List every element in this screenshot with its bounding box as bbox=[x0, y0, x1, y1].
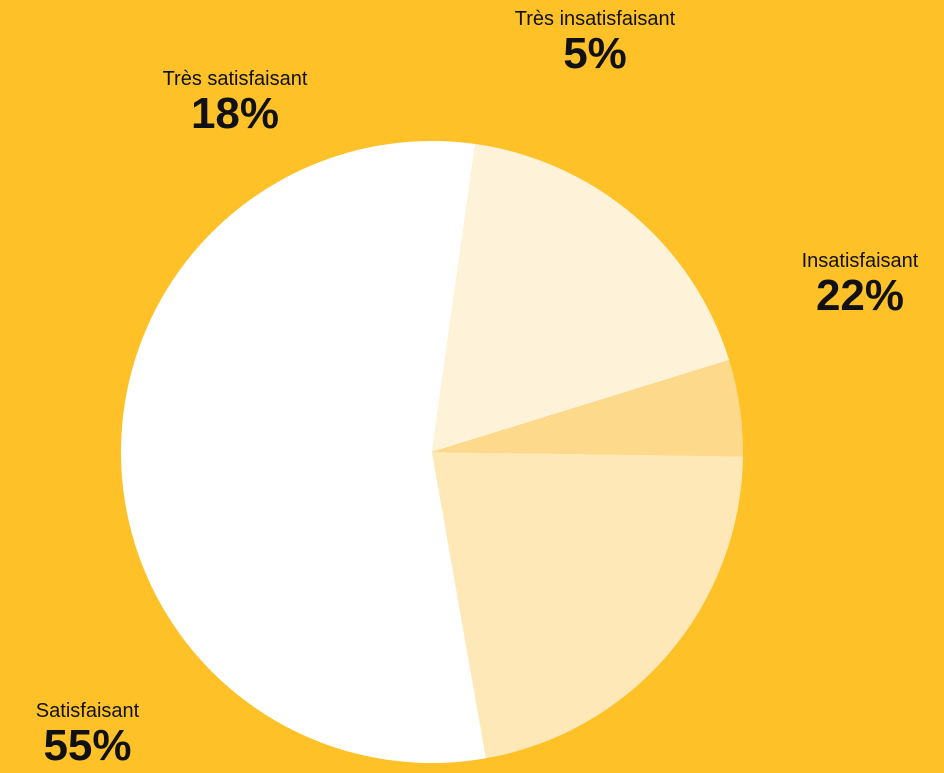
slice-label-satisfaisant: Satisfaisant 55% bbox=[0, 700, 175, 768]
slice-percent-satisfaisant: 55% bbox=[43, 721, 132, 770]
pie-slice-tres-insatisfaisant bbox=[432, 360, 744, 457]
slice-label-tres-insatisfaisant: Très insatisfaisant 5% bbox=[480, 8, 710, 76]
slice-label-insatisfaisant: Insatisfaisant 22% bbox=[760, 250, 944, 318]
slice-name-insatisfaisant: Insatisfaisant bbox=[801, 250, 919, 272]
pie-slice-insatisfaisant bbox=[432, 452, 743, 759]
pie-slice-tres-satisfaisant bbox=[432, 144, 730, 452]
slice-label-tres-satisfaisant: Très satisfaisant 18% bbox=[120, 68, 350, 136]
slice-name-tres-satisfaisant: Très satisfaisant bbox=[162, 68, 308, 90]
slice-percent-tres-insatisfaisant: 5% bbox=[563, 29, 627, 78]
slice-percent-tres-satisfaisant: 18% bbox=[190, 89, 280, 138]
slice-name-satisfaisant: Satisfaisant bbox=[35, 700, 140, 722]
pie-slice-satisfaisant bbox=[121, 141, 486, 764]
slice-name-tres-insatisfaisant: Très insatisfaisant bbox=[514, 8, 676, 30]
slice-percent-insatisfaisant: 22% bbox=[815, 271, 905, 320]
